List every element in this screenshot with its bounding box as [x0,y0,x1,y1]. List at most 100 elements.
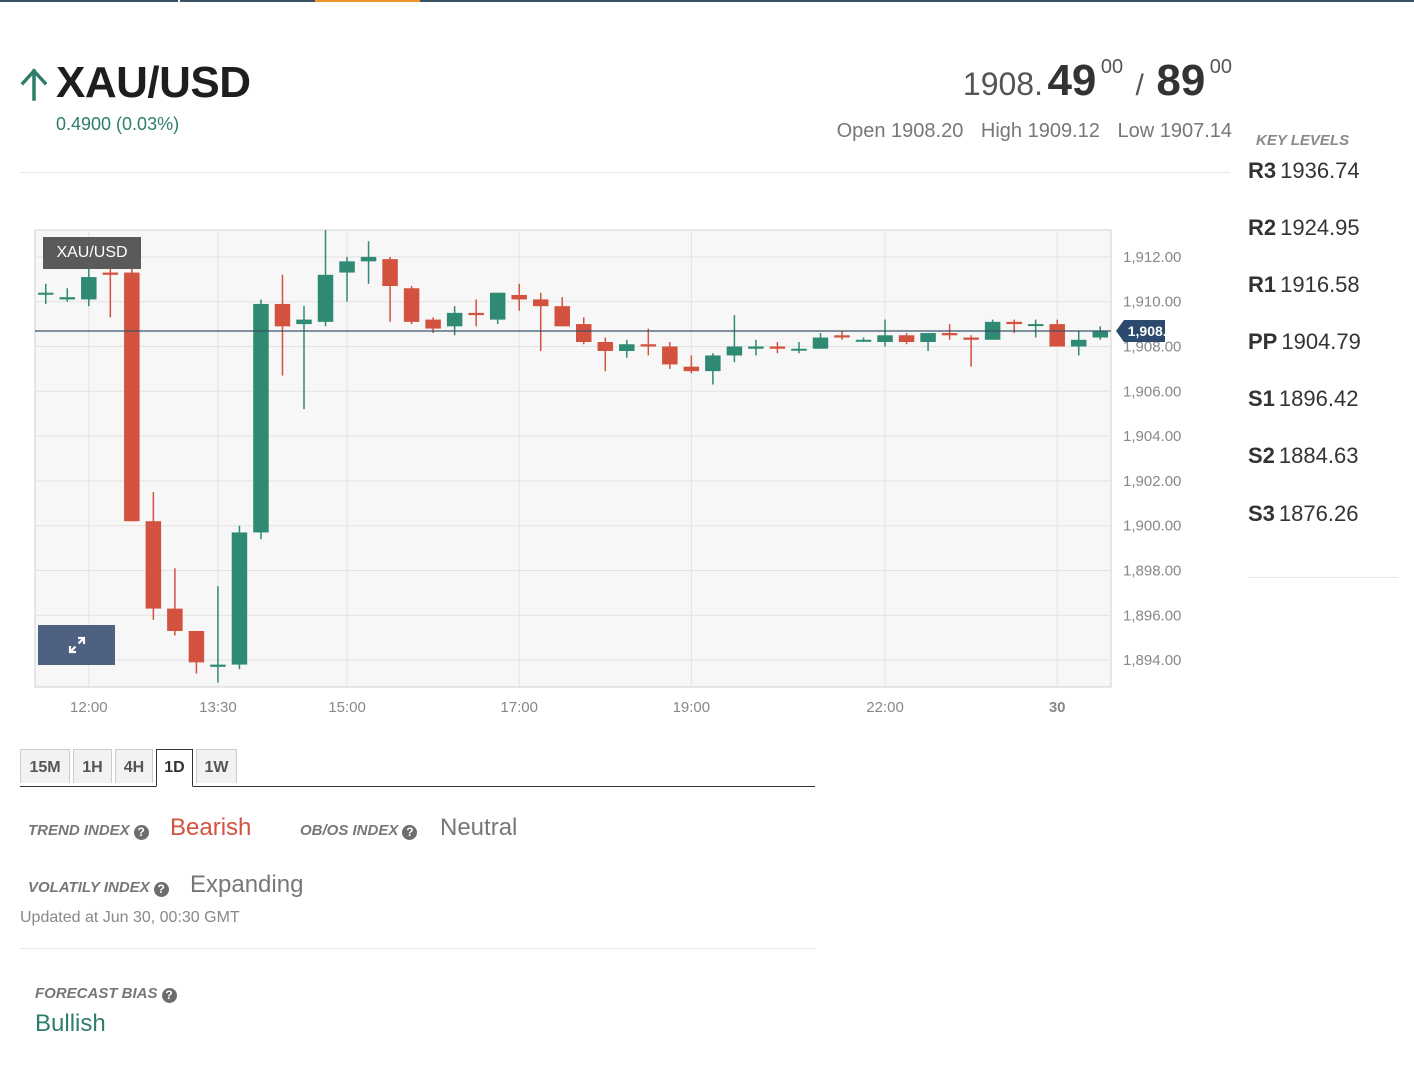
candle-body [188,630,205,663]
tab-4h[interactable]: 4H [115,749,153,783]
candle-body [619,344,635,351]
candle-body [855,339,872,342]
key-level-s1: S1 1896.42 [1248,386,1358,412]
low-stat: Low 1907.14 [1117,120,1232,142]
bid-fraction: 00 [1100,56,1124,78]
trend-index-text: TREND INDEX [28,822,130,839]
x-tick-label: 19:00 [673,699,711,716]
candle-body [81,277,97,300]
question-icon[interactable]: ? [133,825,149,840]
key-levels-divider [1248,577,1398,578]
y-tick-label: 1,906.00 [1123,383,1181,400]
tab-15m[interactable]: 15M [20,749,70,783]
y-tick-label: 1,904.00 [1123,428,1181,445]
open-stat: Open 1908.20 [836,120,964,142]
y-tick-label: 1,912.00 [1123,249,1181,266]
timeframe-tabs: 15M 1H 4H 1D 1W [20,749,815,787]
tab-1d[interactable]: 1D [156,749,193,787]
forecast-bias-text: FORECAST BIAS [35,985,158,1002]
high-stat: High 1909.12 [980,120,1100,142]
ask-pips: 89 [1156,56,1206,105]
candle-body [382,259,398,287]
obos-index-label: OB/OS INDEX? [300,822,418,840]
plot-area [34,229,1112,688]
candle-body [274,303,291,327]
candle-body [791,348,807,351]
key-level-value: 1916.58 [1280,272,1360,297]
volatility-index-value: Expanding [190,871,304,898]
candle-body [898,335,915,343]
chart-symbol-label: XAU/USD [43,237,141,269]
candle-body [705,355,721,372]
tab-1h[interactable]: 1H [73,749,112,783]
key-level-name: S1 [1248,386,1275,411]
candle-body [834,335,850,338]
candle-body [576,324,592,343]
indicators-divider [20,948,815,949]
x-tick-label: 30 [1049,699,1066,716]
active-tab-indicator [315,0,420,2]
y-tick-label: 1,894.00 [1123,652,1181,669]
key-level-value: 1896.42 [1278,386,1359,411]
top-tab-strip [0,0,1414,2]
candle-body [167,608,183,631]
price-change: 0.4900 (0.03%) [56,114,180,134]
obos-index-value: Neutral [440,814,518,841]
expand-chart-button[interactable] [38,625,115,665]
candle-body [963,337,979,340]
question-icon[interactable]: ? [153,882,169,897]
candle-body [403,288,420,322]
volatility-index-text: VOLATILY INDEX [28,879,150,896]
trend-index-label: TREND INDEX? [28,822,149,840]
candle-body [210,664,226,667]
candle-body [296,319,312,325]
candle-body [317,274,334,322]
instrument-symbol: XAU/USD [56,58,251,107]
bid-ask-quote: 1908. 49 00 / 89 00 [963,56,1232,106]
x-tick-label: 15:00 [328,699,366,716]
y-tick-label: 1,908.00 [1123,338,1181,355]
candle-body [1027,324,1044,327]
trend-index-value: Bearish [170,814,252,841]
candle-body [446,312,463,327]
candle-body [360,256,377,262]
candle-body [877,335,893,343]
updated-timestamp: Updated at Jun 30, 00:30 GMT [20,909,240,926]
bid-base: 1908. [962,66,1043,102]
tab-separator [178,0,180,2]
x-tick-label: 17:00 [500,699,538,716]
key-level-name: PP [1248,329,1278,354]
arrow-up-icon [20,68,48,101]
key-level-r3: R3 1936.74 [1248,158,1360,184]
quote-separator: / [1135,69,1144,102]
question-icon[interactable]: ? [402,825,418,840]
candle-body [683,366,700,372]
candle-body [145,521,162,609]
candle-body [532,299,549,307]
ask-fraction: 00 [1209,56,1232,78]
candle-body [253,303,269,533]
candle-body [425,319,441,329]
y-tick-label: 1,900.00 [1123,518,1181,535]
volatility-index-label: VOLATILY INDEX? [28,879,169,897]
candle-body [726,346,743,356]
question-icon[interactable]: ? [161,988,177,1003]
obos-index-text: OB/OS INDEX [300,822,399,839]
key-level-name: R1 [1248,272,1277,297]
price-chart[interactable]: 1,912.00 1,910.00 1,908.00 1,906.00 1,904.00… [0,220,1200,720]
candle-body [941,333,958,336]
key-level-pp: PP 1904.79 [1248,329,1361,355]
key-level-value: 1924.95 [1280,215,1360,240]
candle-body [748,346,764,349]
candle-body [102,272,119,275]
key-level-name: S2 [1248,443,1275,468]
current-price-tag [1116,320,1165,343]
key-level-value: 1876.26 [1278,501,1359,526]
key-level-value: 1904.79 [1281,329,1361,354]
key-level-name: R2 [1248,215,1277,240]
candle-body [1049,324,1065,347]
candle-body [597,342,614,351]
x-tick-label: 12:00 [70,699,108,716]
tab-1w[interactable]: 1W [196,749,237,783]
candle-body [1006,321,1022,325]
